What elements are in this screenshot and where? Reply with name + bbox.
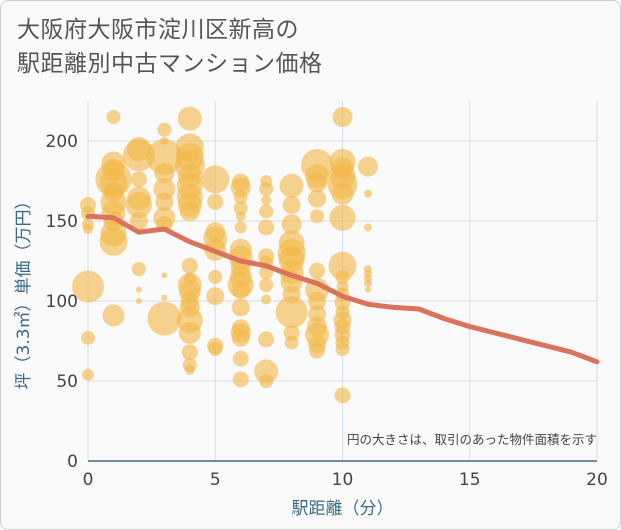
bubble-point — [307, 172, 328, 193]
bubble-point — [259, 374, 274, 388]
bubble-point — [334, 387, 351, 404]
bubble-point — [329, 204, 356, 231]
bubble-point — [201, 165, 230, 194]
bubble-point — [233, 190, 248, 204]
bubble-point — [181, 344, 198, 361]
bubble-point — [72, 270, 104, 303]
bubble-point — [261, 195, 272, 206]
bubble-point — [308, 189, 327, 208]
bubble-point — [155, 192, 174, 211]
bubble-point — [357, 156, 378, 177]
bubble-point — [122, 139, 155, 172]
bubble-point — [364, 286, 371, 293]
bubble-point — [82, 368, 94, 381]
bubble-point — [157, 122, 172, 137]
bubble-point — [153, 178, 176, 200]
bubble-point — [284, 335, 299, 350]
bubble-point — [135, 286, 142, 293]
bubble-point — [178, 322, 201, 344]
bubble-point — [309, 262, 326, 279]
bubble-point — [179, 201, 200, 222]
bubble-size-note: 円の大きさは、取引のあった物件面積を示す — [347, 432, 597, 447]
bubble-point — [161, 272, 168, 279]
bubble-point — [335, 342, 350, 356]
bubble-point — [258, 331, 275, 348]
bubble-point — [332, 107, 353, 127]
bubble-point — [106, 110, 121, 124]
bubble-point — [261, 294, 272, 305]
bubble-point — [231, 298, 250, 317]
y-axis-label: 坪（3.3㎡）単価（万円） — [14, 192, 34, 389]
bubble-point — [206, 287, 225, 306]
bubble-point — [258, 219, 275, 236]
bubble-point — [259, 182, 274, 196]
y-tick-label: 150 — [46, 212, 78, 232]
bubble-point — [231, 280, 250, 299]
bubble-point — [310, 209, 325, 224]
x-tick-label: 5 — [210, 470, 221, 490]
bubble-point — [363, 189, 372, 198]
bubble-point — [129, 212, 148, 230]
bubble-point — [131, 262, 146, 276]
bubble-point — [146, 139, 183, 175]
bubble-point — [232, 371, 249, 388]
x-tick-label: 10 — [332, 470, 354, 490]
x-tick-label: 0 — [83, 470, 94, 490]
bubble-point — [184, 364, 195, 375]
bubble-point — [99, 227, 128, 256]
bubble-point — [130, 171, 147, 188]
y-tick-label: 50 — [56, 372, 78, 392]
bubble-point — [233, 201, 248, 216]
bubble-point — [232, 350, 249, 367]
bubble-point — [363, 223, 372, 232]
chart-title: 大阪府大阪市淀川区新高の 駅距離別中古マンション価格 — [17, 13, 323, 81]
bubble-point — [259, 278, 274, 292]
bubble-point — [81, 330, 95, 345]
bubble-point — [282, 196, 301, 214]
bubble-point — [147, 301, 182, 336]
x-tick-label: 20 — [586, 470, 608, 490]
bubble-point — [83, 224, 93, 234]
bubble-point — [177, 106, 202, 131]
bubble-point — [125, 192, 152, 218]
tick-labels: 0 50 100 150 200 0 5 10 15 20 — [46, 132, 608, 490]
x-tick-label: 15 — [459, 470, 481, 490]
bubble-point — [328, 251, 357, 280]
bubble-point — [279, 173, 304, 198]
bubble-point — [208, 342, 223, 356]
x-axis-label: 駅距離（分） — [292, 499, 394, 519]
trend-line — [85, 213, 600, 365]
bubble-point — [363, 279, 372, 288]
title-line-2: 駅距離別中古マンション価格 — [17, 51, 323, 77]
bubble-point — [235, 211, 246, 222]
y-tick-label: 200 — [46, 132, 78, 152]
bubble-point — [275, 296, 308, 329]
bubble-point — [234, 221, 247, 234]
bubble-point — [154, 163, 175, 183]
bubble-point — [335, 270, 350, 284]
bubble-point — [207, 193, 224, 210]
y-tick-label: 100 — [46, 292, 78, 312]
title-line-1: 大阪府大阪市淀川区新高の — [17, 17, 299, 43]
bubble-point — [135, 298, 142, 304]
bubble-point — [181, 257, 198, 274]
bubble-point — [102, 304, 125, 327]
bubble-point — [259, 204, 274, 219]
bubble-point — [281, 214, 302, 235]
bubbles — [72, 106, 378, 404]
bubble-point — [161, 294, 168, 301]
bubble-point — [309, 342, 326, 359]
bubble-point — [231, 328, 250, 347]
y-tick-label: 0 — [67, 452, 78, 472]
bubble-point — [331, 182, 354, 205]
bubble-point — [208, 270, 223, 284]
bubble-point — [308, 292, 327, 310]
